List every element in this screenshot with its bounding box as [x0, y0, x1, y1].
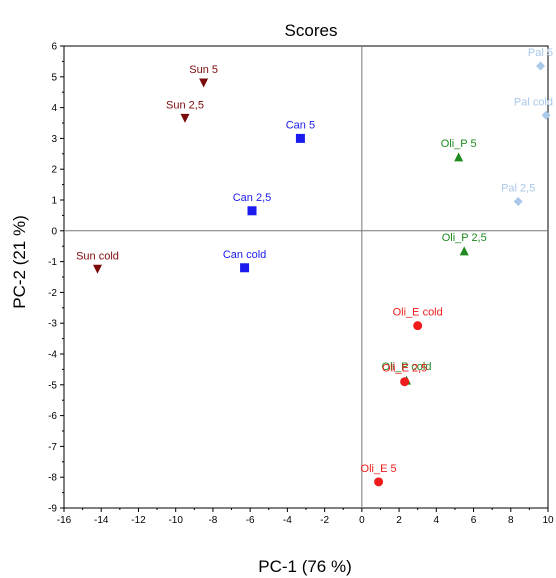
data-point-diamond: [541, 110, 551, 120]
y-tick-label: 2: [51, 165, 57, 176]
data-point-label: Pal 2,5: [501, 183, 535, 195]
y-tick-label: -1: [48, 257, 57, 268]
x-tick-label: -16: [57, 515, 72, 526]
data-points: Sun 5 Sun 2,5 Sun cold Can 5 Can 2,5 Can cold…: [76, 47, 553, 487]
axis-ticks: -16 -14 -12 -10 -8 -6 -4 -2 0 2 4 6 8 106543210-1-2-3…: [48, 42, 554, 527]
data-point-square: [247, 206, 257, 216]
y-axis-label: PC-2 (21 %): [10, 215, 29, 309]
data-point-label: Sun 2,5: [166, 99, 204, 111]
data-point-triangle-down: [199, 78, 209, 88]
data-point-label: Sun cold: [76, 250, 119, 262]
data-point-square: [240, 263, 250, 273]
x-tick-label: -6: [246, 515, 255, 526]
x-tick-label: -14: [94, 515, 109, 526]
data-point-label: Oli_P 2,5: [442, 232, 487, 244]
chart-title: Scores: [285, 21, 338, 40]
x-tick-label: -10: [168, 515, 183, 526]
data-point-triangle-down: [93, 264, 103, 274]
data-point-diamond: [513, 197, 523, 207]
data-point-label: Pal cold: [514, 96, 553, 108]
data-point-square: [295, 133, 305, 143]
y-tick-label: 0: [51, 226, 57, 237]
y-tick-label: 6: [51, 42, 57, 53]
x-axis-label: PC-1 (76 %): [258, 557, 352, 576]
y-tick-label: 3: [51, 134, 57, 145]
data-point-circle: [374, 477, 384, 487]
data-point-label: Can 5: [286, 119, 315, 131]
x-tick-label: 10: [542, 515, 554, 526]
y-tick-label: -2: [48, 288, 57, 299]
data-point-circle: [413, 321, 423, 331]
y-tick-label: 4: [51, 103, 57, 114]
y-tick-label: 1: [51, 196, 57, 207]
x-tick-label: -12: [131, 515, 146, 526]
y-tick-label: -3: [48, 319, 57, 330]
data-point-label: Sun 5: [189, 64, 218, 76]
data-point-label: Pal 5: [528, 47, 553, 59]
x-tick-label: -4: [283, 515, 292, 526]
x-tick-label: 0: [359, 515, 365, 526]
x-tick-label: -8: [208, 515, 217, 526]
data-point-circle: [400, 377, 410, 387]
plot-area-frame: [63, 45, 549, 509]
y-tick-label: -5: [48, 380, 57, 391]
data-point-diamond: [536, 61, 546, 71]
x-tick-label: 2: [396, 515, 402, 526]
data-point-triangle-down: [180, 113, 190, 123]
y-tick-label: 5: [51, 72, 57, 83]
data-point-triangle-up: [454, 152, 464, 162]
data-point-label: Oli_P 5: [441, 138, 477, 150]
x-tick-label: 4: [434, 515, 440, 526]
zero-reference-lines: [64, 46, 548, 508]
y-tick-label: -4: [48, 350, 57, 361]
data-point-label: Oli_E 5: [361, 463, 397, 475]
data-point-label: Oli_E 2,5: [382, 363, 427, 375]
data-point-triangle-up: [459, 246, 469, 256]
y-tick-label: -9: [48, 504, 57, 515]
data-point-label: Oli_P cold: [382, 361, 432, 373]
x-tick-label: 6: [471, 515, 477, 526]
x-tick-label: 8: [508, 515, 514, 526]
data-point-label: Can cold: [223, 249, 266, 261]
data-point-label: Oli_E cold: [393, 307, 443, 319]
y-tick-label: -6: [48, 411, 57, 422]
y-tick-label: -8: [48, 473, 57, 484]
data-point-label: Can 2,5: [233, 192, 272, 204]
x-tick-label: -2: [320, 515, 329, 526]
y-tick-label: -7: [48, 442, 57, 453]
